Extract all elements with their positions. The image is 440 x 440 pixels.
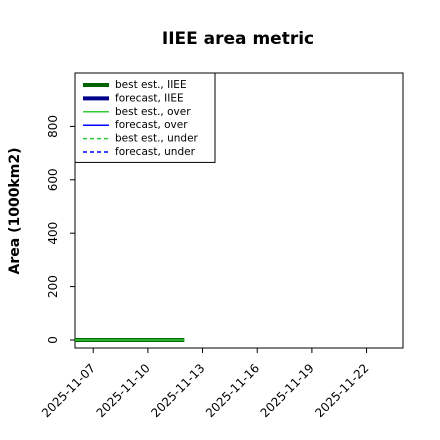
x-tick-label: 2025-11-16 bbox=[203, 361, 262, 420]
legend-entry: best est., under bbox=[115, 133, 199, 145]
plot-frame bbox=[74, 72, 404, 349]
legend-entry: best est., IIEE bbox=[115, 79, 187, 91]
y-tick-label: 200 bbox=[46, 275, 60, 298]
legend-entry: best est., over bbox=[115, 106, 191, 118]
x-tick-label: 2025-11-10 bbox=[94, 361, 153, 420]
y-tick-label: 600 bbox=[46, 168, 60, 191]
x-tick-label: 2025-11-07 bbox=[39, 361, 98, 420]
legend-entry: forecast, IIEE bbox=[115, 92, 184, 104]
x-tick-label: 2025-11-13 bbox=[148, 361, 207, 420]
chart-title: IIEE area metric bbox=[162, 29, 314, 49]
y-tick-label: 800 bbox=[46, 115, 60, 138]
x-tick-label: 2025-11-22 bbox=[312, 361, 371, 420]
legend-entry: forecast, under bbox=[115, 146, 196, 158]
y-tick-label: 0 bbox=[46, 336, 60, 344]
legend-box bbox=[74, 72, 216, 163]
x-tick-label: 2025-11-19 bbox=[258, 361, 317, 420]
legend-entry: forecast, over bbox=[115, 119, 188, 131]
y-tick-label: 400 bbox=[46, 222, 60, 245]
y-axis-label: Area (1000km2) bbox=[7, 148, 23, 275]
